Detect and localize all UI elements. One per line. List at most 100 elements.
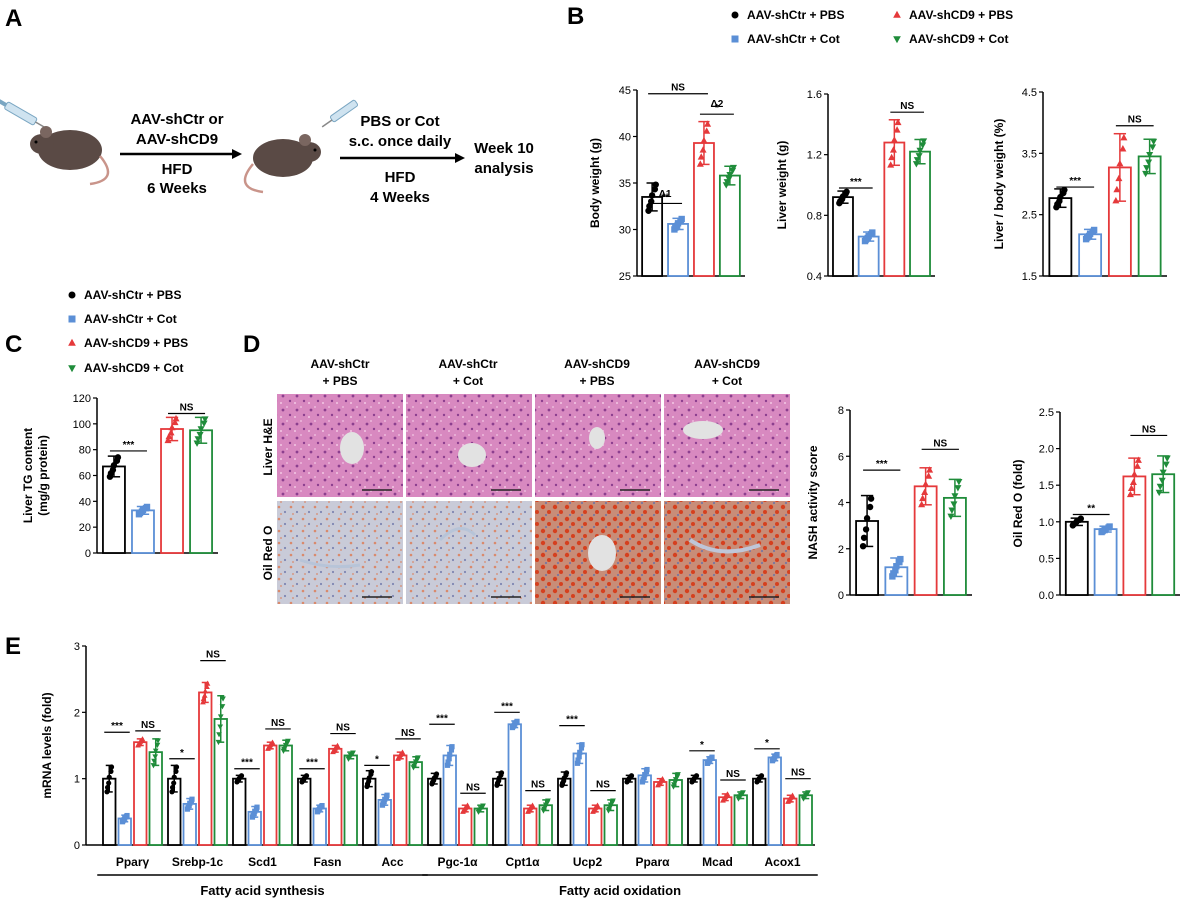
data-point bbox=[890, 570, 897, 577]
data-point bbox=[155, 738, 161, 744]
data-point bbox=[444, 762, 451, 768]
data-point bbox=[1130, 470, 1138, 477]
data-point bbox=[384, 792, 390, 798]
step1-line2: AAV-shCD9 bbox=[136, 131, 218, 148]
data-point bbox=[545, 798, 551, 804]
y-tick-label: 1 bbox=[74, 774, 80, 786]
step1-line3: HFD bbox=[162, 161, 193, 178]
data-point bbox=[925, 472, 933, 479]
data-point bbox=[108, 764, 115, 770]
y-tick-label: 0.5 bbox=[1039, 553, 1054, 565]
data-point bbox=[866, 503, 874, 511]
data-point bbox=[575, 757, 581, 763]
data-point bbox=[1143, 165, 1151, 172]
data-point bbox=[220, 696, 226, 702]
data-point bbox=[659, 775, 666, 782]
significance-label: NS bbox=[336, 723, 350, 734]
data-point bbox=[843, 188, 850, 195]
syringe-icon bbox=[0, 99, 48, 130]
svg-text:AAV-shCtr: AAV-shCtr bbox=[438, 357, 497, 371]
data-point bbox=[169, 784, 176, 791]
data-point bbox=[955, 479, 963, 486]
bar bbox=[718, 174, 741, 277]
y-tick-label: 60 bbox=[79, 471, 91, 483]
significance-label: NS bbox=[791, 768, 805, 779]
significance-label: NS bbox=[141, 720, 155, 731]
x-tick-label: Acc bbox=[381, 855, 403, 869]
y-tick-label: 0 bbox=[838, 590, 844, 602]
data-point bbox=[770, 757, 776, 763]
data-point bbox=[1159, 469, 1167, 477]
histology-grid: AAV-shCtr + PBS AAV-shCtr + Cot AAV-shCD… bbox=[261, 357, 790, 604]
bar bbox=[832, 196, 854, 277]
data-point bbox=[919, 494, 927, 502]
panel-d-label: D bbox=[243, 331, 260, 358]
legend-c: AAV-shCtr + PBS AAV-shCtr + Cot AAV-shCD9 … bbox=[68, 288, 188, 375]
data-point bbox=[139, 736, 146, 742]
data-point bbox=[120, 818, 126, 824]
data-point bbox=[726, 171, 734, 179]
data-point bbox=[1054, 200, 1061, 208]
data-point bbox=[724, 791, 731, 797]
data-point bbox=[561, 775, 567, 781]
panel-e-label: E bbox=[5, 633, 21, 660]
oro-image-3 bbox=[535, 501, 661, 604]
bar bbox=[133, 741, 148, 846]
y-tick-label: 30 bbox=[619, 225, 631, 237]
data-point bbox=[135, 741, 142, 747]
data-point bbox=[1146, 151, 1154, 159]
data-point bbox=[380, 800, 386, 806]
bar bbox=[362, 777, 377, 846]
data-point bbox=[699, 146, 707, 153]
data-point bbox=[107, 470, 115, 477]
significance-label: NS bbox=[531, 780, 545, 791]
data-point bbox=[697, 153, 705, 160]
data-point bbox=[559, 780, 566, 786]
y-tick-label: 1.5 bbox=[1022, 271, 1037, 283]
bar bbox=[328, 747, 343, 846]
data-point bbox=[801, 795, 807, 801]
y-tick-label: 8 bbox=[838, 405, 844, 417]
data-point bbox=[652, 181, 659, 188]
data-point bbox=[913, 157, 921, 164]
data-point bbox=[1090, 226, 1098, 234]
y-axis-label: NASH activity score bbox=[806, 445, 820, 559]
data-point bbox=[672, 224, 679, 231]
row-label-oro: Oil Red O bbox=[261, 526, 275, 581]
bar bbox=[160, 428, 184, 554]
x-tick-label: Ucp2 bbox=[573, 855, 603, 869]
data-point bbox=[1120, 133, 1128, 141]
column-header-2: AAV-shCtr + Cot bbox=[438, 357, 497, 388]
legend-marker bbox=[68, 338, 76, 346]
data-point bbox=[918, 500, 926, 508]
data-point bbox=[897, 555, 904, 563]
data-point bbox=[415, 755, 421, 761]
column-header-1: AAV-shCtr + PBS bbox=[310, 357, 369, 388]
step2-line4: 4 Weeks bbox=[370, 189, 430, 206]
significance-label: NS bbox=[180, 403, 194, 414]
data-point bbox=[460, 807, 467, 813]
data-point bbox=[1061, 186, 1068, 194]
data-point bbox=[1150, 138, 1158, 146]
bar bbox=[718, 796, 733, 846]
y-tick-label: 2 bbox=[838, 544, 844, 556]
data-point bbox=[859, 542, 867, 550]
y-axis-label: Oil Red O (fold) bbox=[1011, 460, 1025, 548]
data-point bbox=[431, 775, 437, 781]
data-point bbox=[136, 509, 144, 517]
legend-marker bbox=[68, 291, 76, 299]
data-point bbox=[1134, 456, 1142, 463]
y-tick-label: 20 bbox=[79, 522, 91, 534]
data-point bbox=[104, 789, 110, 795]
bar bbox=[492, 777, 507, 846]
mouse-icon bbox=[30, 126, 110, 186]
data-point bbox=[590, 807, 597, 813]
data-point bbox=[194, 436, 202, 443]
significance-label: *** bbox=[436, 713, 448, 724]
bar bbox=[588, 807, 603, 846]
data-point bbox=[330, 747, 337, 754]
data-point bbox=[754, 778, 761, 784]
bar bbox=[102, 465, 126, 554]
significance-label: NS bbox=[401, 728, 415, 739]
significance-label: NS bbox=[466, 782, 480, 793]
